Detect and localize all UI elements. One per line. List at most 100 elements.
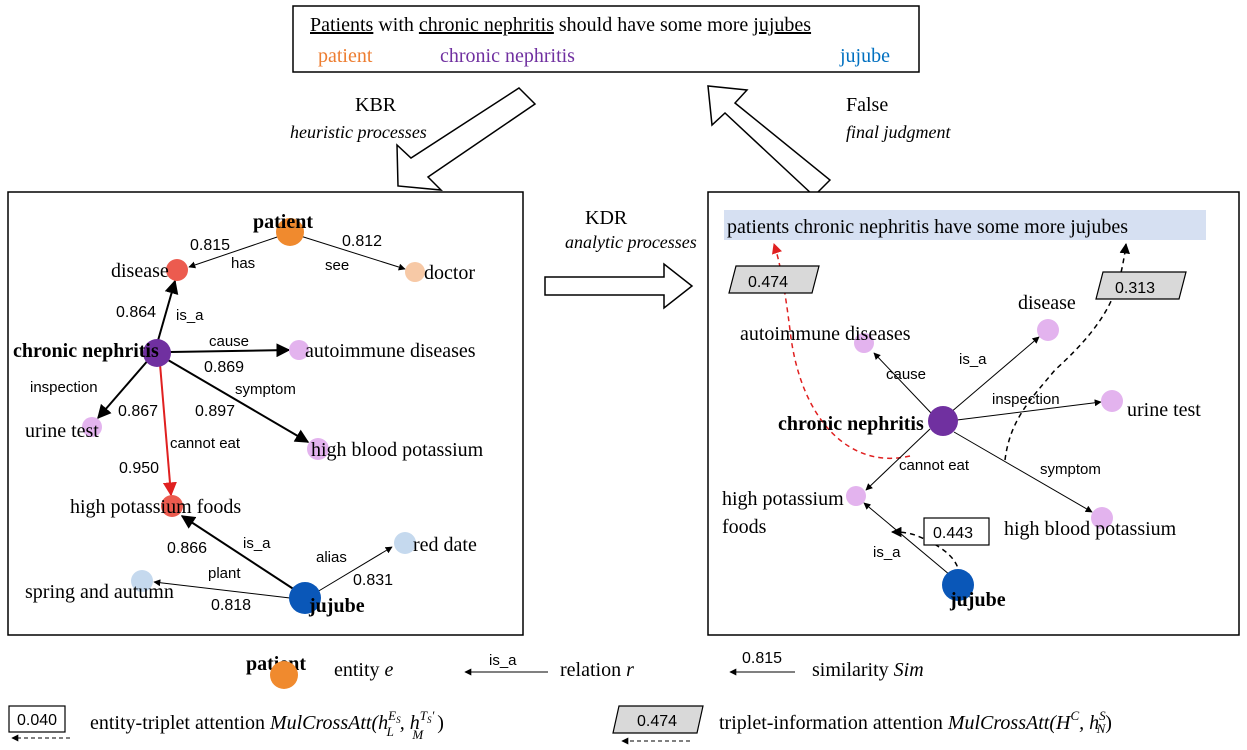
label-autoimmune: autoimmune diseases — [305, 340, 476, 362]
r-edge-chronic-urine — [956, 399, 1102, 421]
legend-tri-att-value: 0.474 — [637, 713, 677, 730]
entity-jujube-label: jujube — [839, 45, 890, 67]
r-node-hpf — [846, 486, 866, 506]
score-see: 0.812 — [342, 233, 382, 250]
kbr-title: KBR — [355, 94, 397, 116]
r-label-jujube: jujube — [949, 589, 1006, 611]
legend-sim-text: similarity Sim — [812, 659, 924, 681]
node-hbp — [307, 438, 329, 460]
node-chronic — [143, 339, 171, 367]
svg-text:0.313: 0.313 — [1115, 280, 1155, 297]
left-knowledge-graph: patient disease doctor chronic nephritis… — [7, 191, 524, 636]
kdr-subtitle: analytic processes — [565, 232, 697, 252]
rel-alias: alias — [316, 549, 347, 566]
r-node-jujube — [942, 569, 974, 601]
score-symptom: 0.897 — [195, 403, 235, 420]
label-patient: patient — [253, 211, 313, 233]
judgment-subtitle: final judgment — [846, 122, 951, 142]
label-urine: urine test — [25, 420, 99, 442]
label-hbp: high blood potassium — [311, 439, 484, 461]
entity-chronic-label: chronic nephritis — [440, 45, 575, 67]
score-has: 0.815 — [190, 237, 230, 254]
svg-text:0.443: 0.443 — [933, 525, 973, 542]
r-node-hbp — [1091, 507, 1113, 529]
node-urine — [82, 417, 102, 437]
r-node-chronic — [928, 406, 958, 436]
score-alias: 0.831 — [353, 572, 393, 589]
input-sentence-box: Patients with chronic nephritis should h… — [292, 5, 920, 73]
entity-patient-label: patient — [318, 45, 373, 67]
kdr-arrow — [544, 262, 694, 310]
svg-text:0.474: 0.474 — [748, 274, 788, 291]
r-label-disease: disease — [1018, 292, 1076, 314]
r-label-chronic: chronic nephritis — [778, 413, 924, 435]
edge-chronic-urine — [97, 357, 151, 420]
r-rel-cannot-eat: cannot eat — [899, 457, 970, 474]
rel-isa2: is_a — [243, 535, 271, 552]
legend-tri-att-text: triplet-information attention MulCrossAt… — [719, 708, 1112, 736]
node-patient — [276, 218, 304, 246]
legend-ent-att-value: 0.040 — [17, 712, 57, 729]
kdr-title: KDR — [585, 207, 628, 229]
label-jujube: jujube — [308, 595, 365, 617]
edge-chronic-disease — [156, 279, 179, 345]
input-sentence: Patients with chronic nephritis should h… — [310, 14, 811, 36]
rel-symptom: symptom — [235, 381, 296, 398]
r-label-urine: urine test — [1127, 399, 1201, 421]
legend-entity-node — [270, 661, 298, 689]
rel-plant: plant — [208, 565, 241, 582]
r-attention-box-1: 0.474 — [728, 265, 820, 294]
score-cause: 0.869 — [204, 359, 244, 376]
node-autoimmune — [289, 340, 309, 360]
edge-chronic-hpf — [159, 363, 177, 497]
legend-ent-att-box — [8, 705, 66, 733]
score-inspection: 0.867 — [118, 403, 158, 420]
r-edge-chronic-autoimmune — [873, 352, 933, 415]
r-node-disease — [1037, 319, 1059, 341]
score-isa1: 0.864 — [116, 304, 156, 321]
node-jujube — [289, 582, 321, 614]
label-hpf: high potassium foods — [70, 496, 241, 518]
score-plant: 0.818 — [211, 597, 251, 614]
label-chronic: chronic nephritis — [13, 340, 159, 362]
edge-jujube-reddate — [316, 546, 393, 593]
r-edge-jujube-hpf — [863, 502, 951, 576]
r-attention-box-3: 0.443 — [923, 517, 990, 546]
legend-entity-text: entity e — [334, 659, 394, 681]
edge-patient-doctor — [293, 233, 406, 271]
r-rel-symptom: symptom — [1040, 461, 1101, 478]
r-attention-box-2: 0.313 — [1095, 271, 1187, 300]
r-label-hbp: high blood potassium — [1004, 518, 1177, 540]
right-knowledge-graph: patients chronic nephritis have some mor… — [707, 191, 1240, 636]
kbr-subtitle: heuristic processes — [290, 122, 427, 142]
rel-isa1: is_a — [176, 307, 204, 324]
edge-jujube-spring — [153, 579, 291, 599]
node-spring — [131, 570, 153, 592]
legend-tri-att-box — [612, 705, 704, 734]
label-reddate: red date — [413, 534, 477, 556]
r-rel-cause: cause — [886, 366, 926, 383]
attention-path-red — [772, 243, 911, 459]
right-sentence: patients chronic nephritis have some mor… — [727, 216, 1128, 238]
label-doctor: doctor — [424, 262, 475, 284]
legend-sim-value: 0.815 — [742, 650, 782, 667]
rel-inspection: inspection — [30, 379, 98, 396]
r-edge-chronic-hbp — [953, 431, 1093, 513]
legend-ent-att-text: entity-triplet attention MulCrossAtt(hES… — [90, 708, 444, 742]
legend-relation-label: is_a — [489, 652, 517, 669]
legend: patient entity e is_a relation r 0.815 s… — [8, 650, 1112, 745]
label-disease: disease — [111, 260, 169, 282]
score-cannot-eat: 0.950 — [119, 460, 159, 477]
node-disease — [166, 259, 188, 281]
sentence-highlight — [724, 210, 1206, 240]
edge-chronic-hbp — [167, 359, 310, 443]
r-edge-chronic-disease — [949, 336, 1040, 414]
r-node-urine — [1101, 390, 1123, 412]
r-rel-isa2: is_a — [873, 544, 901, 561]
r-rel-isa1: is_a — [959, 351, 987, 368]
node-reddate — [394, 532, 416, 554]
r-label-autoimmune: autoimmune diseases — [740, 323, 911, 345]
rel-has: has — [231, 255, 255, 272]
score-isa2: 0.866 — [167, 540, 207, 557]
